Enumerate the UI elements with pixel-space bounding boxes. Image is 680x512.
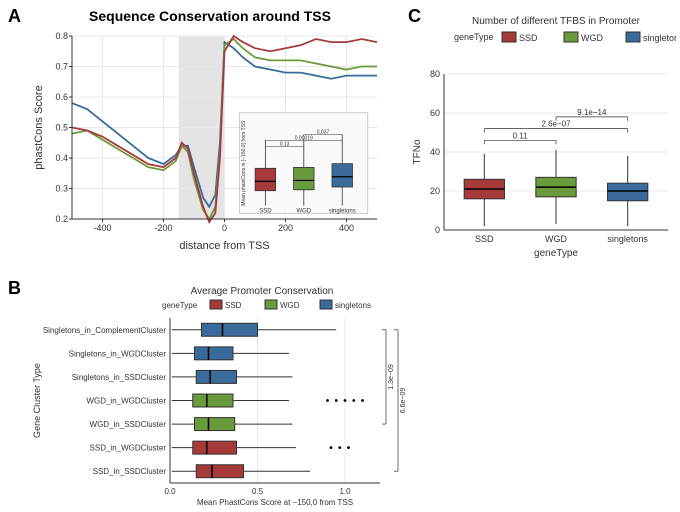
panel-a-label: A (8, 6, 21, 27)
svg-text:WGD_in_SSDCluster: WGD_in_SSDCluster (90, 420, 167, 429)
svg-text:0.8: 0.8 (55, 31, 68, 41)
svg-text:0.037: 0.037 (317, 129, 330, 135)
svg-text:Singletons_in_SSDCluster: Singletons_in_SSDCluster (72, 373, 167, 382)
svg-text:20: 20 (430, 186, 440, 196)
svg-text:0.0: 0.0 (164, 487, 176, 496)
svg-text:1.3e−09: 1.3e−09 (388, 364, 395, 390)
svg-text:0.2: 0.2 (55, 214, 68, 224)
svg-text:SSD_in_WGDCluster: SSD_in_WGDCluster (90, 444, 167, 453)
svg-text:0: 0 (222, 223, 227, 233)
svg-text:Mean PhastCons Score at −150,0: Mean PhastCons Score at −150,0 from TSS (197, 498, 353, 507)
svg-text:SSD: SSD (475, 234, 494, 244)
svg-text:0.3: 0.3 (55, 184, 68, 194)
svg-text:Number of different TFBS in Pr: Number of different TFBS in Promoter (472, 16, 641, 27)
svg-text:2.6e−07: 2.6e−07 (541, 120, 571, 129)
panel-a-title: Sequence Conservation around TSS (60, 8, 360, 24)
svg-text:-400: -400 (93, 223, 111, 233)
svg-text:60: 60 (430, 108, 440, 118)
svg-text:phastCons Score: phastCons Score (33, 85, 45, 169)
svg-text:SSD_in_SSDCluster: SSD_in_SSDCluster (93, 467, 167, 476)
svg-text:SSD: SSD (225, 301, 242, 310)
svg-text:SSD: SSD (259, 209, 272, 215)
svg-text:Gene Cluster Type: Gene Cluster Type (32, 363, 42, 438)
svg-text:40: 40 (430, 147, 440, 157)
svg-text:200: 200 (278, 223, 293, 233)
svg-text:singletons: singletons (607, 234, 648, 244)
svg-text:singletons: singletons (335, 301, 371, 310)
svg-text:geneType: geneType (534, 248, 578, 259)
svg-text:distance from TSS: distance from TSS (179, 240, 269, 252)
svg-text:WGD: WGD (280, 301, 300, 310)
svg-text:geneType: geneType (454, 32, 494, 42)
svg-text:0.7: 0.7 (55, 62, 68, 72)
svg-text:1.0: 1.0 (339, 487, 351, 496)
svg-text:singletons: singletons (643, 33, 676, 43)
svg-text:9.1e−14: 9.1e−14 (577, 108, 607, 117)
svg-text:0.4: 0.4 (55, 153, 68, 163)
svg-text:WGD: WGD (545, 234, 567, 244)
svg-text:0.11: 0.11 (513, 131, 529, 140)
svg-text:Average Promoter Conservation: Average Promoter Conservation (191, 286, 334, 297)
svg-text:0.5: 0.5 (55, 123, 68, 133)
svg-text:WGD: WGD (296, 209, 311, 215)
svg-text:80: 80 (430, 69, 440, 79)
svg-text:0.6: 0.6 (55, 92, 68, 102)
panel-b-label: B (8, 278, 21, 299)
svg-text:0: 0 (435, 225, 440, 235)
svg-text:0.13: 0.13 (280, 141, 290, 147)
svg-text:WGD_in_WGDCluster: WGD_in_WGDCluster (86, 397, 166, 406)
svg-text:-200: -200 (154, 223, 172, 233)
svg-text:Singletons_in_WGDCluster: Singletons_in_WGDCluster (69, 349, 167, 358)
svg-text:6.6e−09: 6.6e−09 (400, 388, 407, 414)
svg-text:400: 400 (339, 223, 354, 233)
svg-text:geneType: geneType (162, 301, 198, 310)
svg-text:singletons: singletons (329, 209, 356, 215)
panel-c-chart: Number of different TFBS in Promoter gene… (408, 12, 676, 260)
svg-text:WGD: WGD (581, 33, 603, 43)
svg-text:0.5: 0.5 (252, 487, 264, 496)
panel-a-chart: 0.2 0.3 0.4 0.5 0.6 0.7 0.8 -400 -200 0 200 400 dist… (30, 28, 385, 253)
svg-text:Mean phastCons in [−150,0] fro: Mean phastCons in [−150,0] from TSS (241, 120, 247, 206)
svg-text:Singletons_in_ComplementCluste: Singletons_in_ComplementCluster (43, 326, 167, 335)
panel-b-chart: Average Promoter Conservation geneType SSD… (30, 282, 430, 507)
svg-text:TFNo: TFNo (412, 139, 423, 164)
svg-text:SSD: SSD (519, 33, 538, 43)
